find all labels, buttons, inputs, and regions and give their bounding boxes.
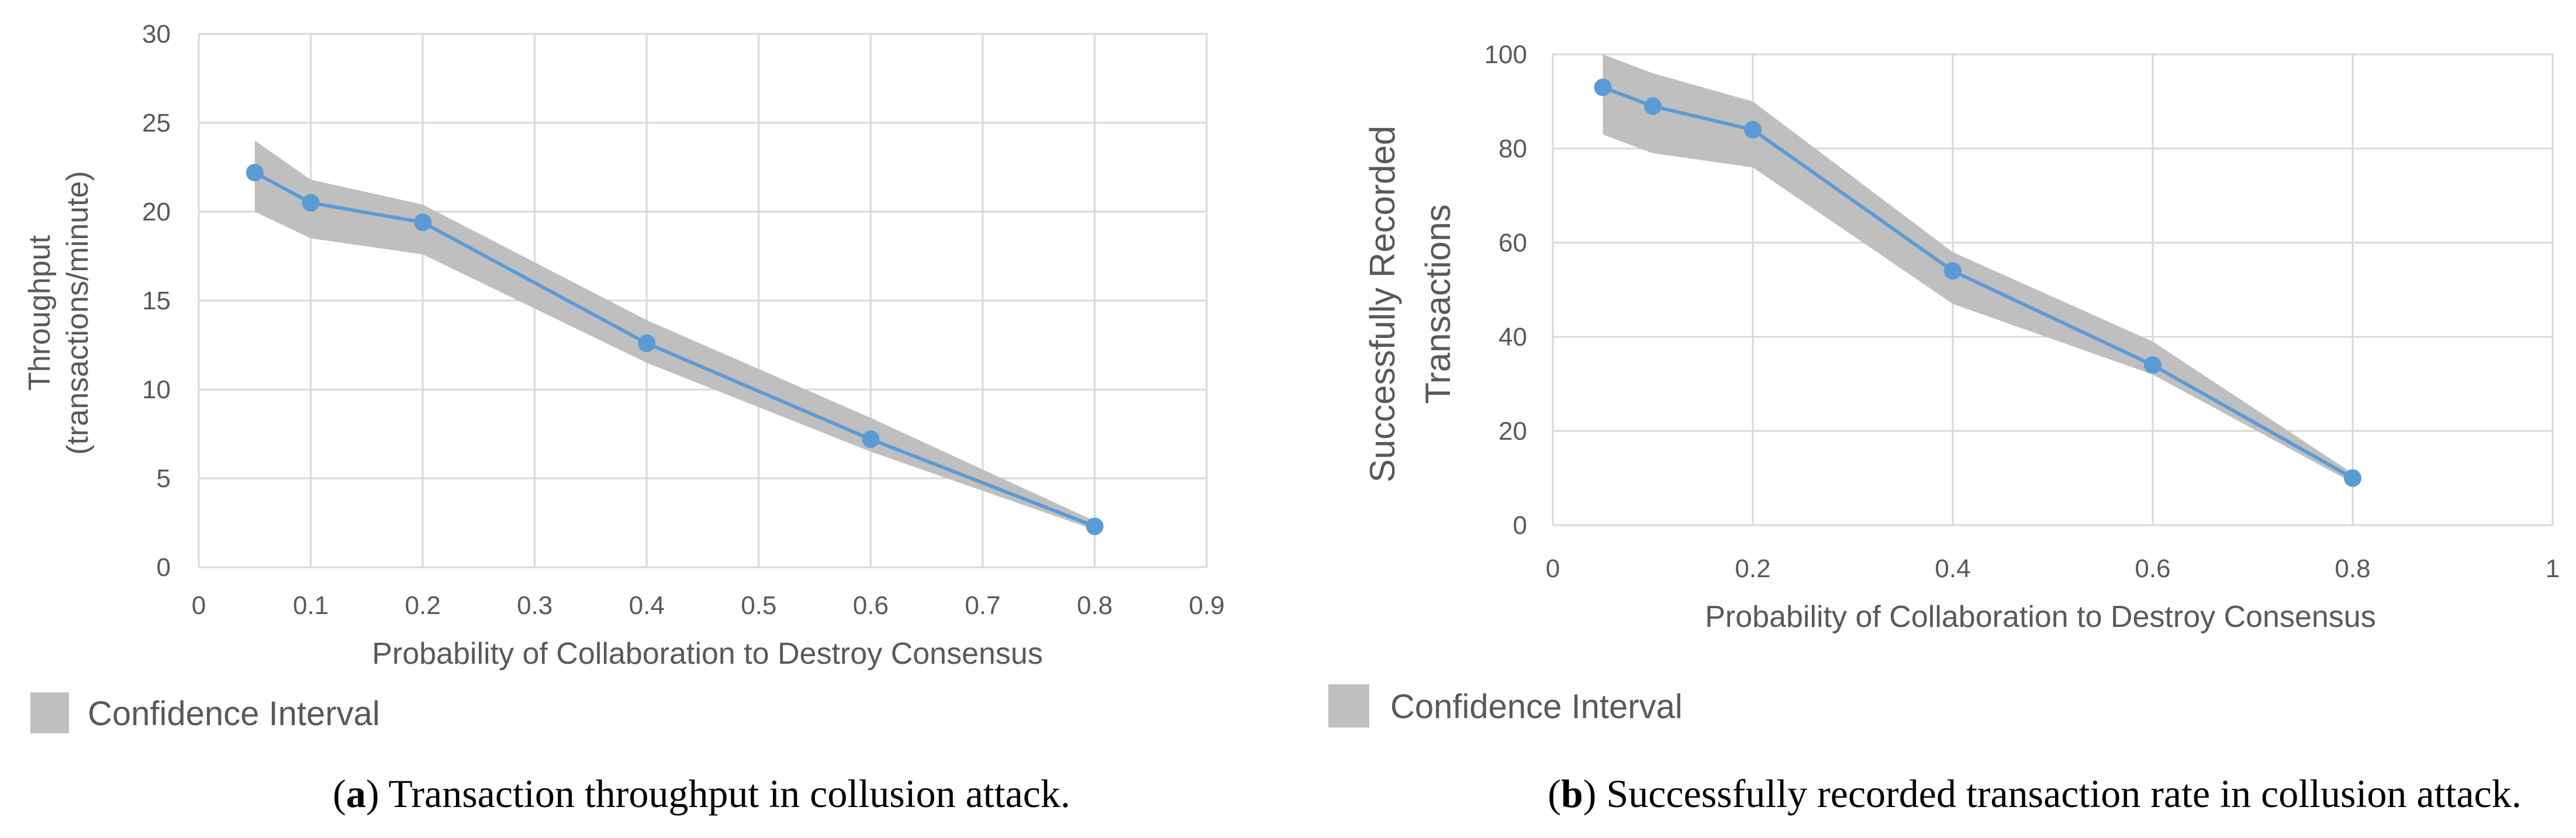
chart-a-x-tick-label-8: 0.8 [1077,591,1113,620]
chart-a-x-axis-title: Probability of Collaboration to Destroy … [372,637,1042,671]
chart-a-caption-text: ) Transaction throughput in collusion at… [366,771,1071,816]
chart-a-x-tick-label-7: 0.7 [965,591,1000,620]
chart-panel-a: 0 0.1 0.2 0.3 0.4 0.5 0.6 0.7 0.8 0.9 0 5 10 15 20 25 3… [23,20,1225,816]
chart-b-x-tick-label-0: 0 [1546,554,1560,583]
chart-a-caption: (a) Transaction throughput in collusion … [333,771,1071,816]
chart-a-x-tick-labels: 0 0.1 0.2 0.3 0.4 0.5 0.6 0.7 0.8 0.9 [192,591,1225,620]
chart-b-points [1594,78,2361,487]
chart-panel-b: 0 0.2 0.4 0.6 0.8 1 0 20 40 60 80 100 Probability … [1328,40,2560,816]
chart-a-confidence-band [254,140,1095,530]
chart-b-x-tick-label-2: 0.4 [1935,554,1970,583]
chart-a-y-tick-label-1: 5 [157,464,171,493]
chart-b-point-1 [1644,97,1662,115]
chart-a-y-tick-label-4: 20 [142,198,171,226]
chart-b-x-tick-label-1: 0.2 [1735,554,1770,583]
chart-a-point-5 [1086,518,1104,536]
chart-a-legend-swatch [30,692,69,733]
chart-b-confidence-band [1603,54,2353,483]
chart-b-point-0 [1594,78,1612,96]
chart-b-caption-label: b [1561,771,1583,816]
chart-a-x-tick-label-9: 0.9 [1189,591,1224,620]
chart-b-plot-area [1552,53,2554,526]
chart-a-y-tick-label-2: 10 [142,375,171,404]
chart-b-y-axis-title-line-1: Successfully Recorded [1363,126,1402,482]
chart-b-caption-text: ) Successfully recorded transaction rate… [1583,771,2522,816]
chart-a-point-1 [302,194,320,212]
chart-b-point-3 [1944,262,1962,280]
chart-b-legend-label: Confidence Interval [1390,688,1683,726]
chart-a-points [246,164,1104,536]
chart-b-y-tick-label-5: 100 [1484,40,1527,69]
chart-a-y-axis-title-line-2: (transactions/minute) [61,171,95,455]
chart-a-point-0 [246,164,264,182]
chart-b-series-line [1601,85,2354,480]
chart-b-y-axis-title-line-2: Transactions [1418,204,1458,404]
chart-b-point-2 [1744,120,1762,139]
chart-b-point-4 [2144,356,2161,374]
chart-a-y-tick-label-0: 0 [157,553,171,582]
chart-a-x-tick-label-4: 0.4 [629,591,665,620]
chart-a-y-tick-label-6: 30 [142,20,171,49]
chart-b-caption: (b) Successfully recorded transaction ra… [1548,771,2521,816]
chart-a-y-tick-label-5: 25 [142,109,171,137]
chart-a-point-4 [862,430,880,449]
chart-a-x-tick-label-5: 0.5 [741,591,776,620]
chart-a-x-tick-label-1: 0.1 [293,591,329,620]
chart-b-x-tick-label-3: 0.6 [2135,554,2170,583]
chart-a-x-tick-label-6: 0.6 [853,591,889,620]
chart-a-x-tick-label-2: 0.2 [405,591,441,620]
chart-b-x-axis-title: Probability of Collaboration to Destroy … [1705,600,2375,634]
chart-b-y-tick-labels: 0 20 40 60 80 100 [1484,40,1527,540]
chart-a-grid [198,33,1208,568]
chart-a-x-tick-label-3: 0.3 [517,591,553,620]
chart-b-x-tick-label-5: 1 [2546,554,2560,583]
chart-a-y-axis-title-line-1: Throughput [23,234,57,391]
chart-a-x-tick-label-0: 0 [192,591,206,620]
chart-a-plot-area [198,33,1208,568]
chart-a-y-tick-label-3: 15 [142,287,171,315]
chart-b-y-tick-label-0: 0 [1513,511,1527,540]
chart-a-legend-label: Confidence Interval [88,695,380,733]
chart-b-x-tick-label-4: 0.8 [2335,554,2370,583]
chart-b-point-5 [2344,469,2361,487]
chart-b-y-tick-label-2: 40 [1498,323,1527,351]
chart-b-y-tick-label-3: 60 [1498,229,1527,257]
chart-b-x-tick-labels: 0 0.2 0.4 0.6 0.8 1 [1546,554,2560,583]
chart-b-y-tick-label-4: 80 [1498,135,1527,163]
chart-b-y-tick-label-1: 20 [1498,417,1527,446]
chart-a-caption-label: a [346,771,366,816]
chart-a-series-line [253,171,1097,529]
chart-b-legend-swatch [1328,684,1369,727]
chart-a-point-2 [414,213,432,232]
chart-a-point-3 [638,334,656,352]
chart-a-y-tick-labels: 0 5 10 15 20 25 30 [142,20,171,582]
